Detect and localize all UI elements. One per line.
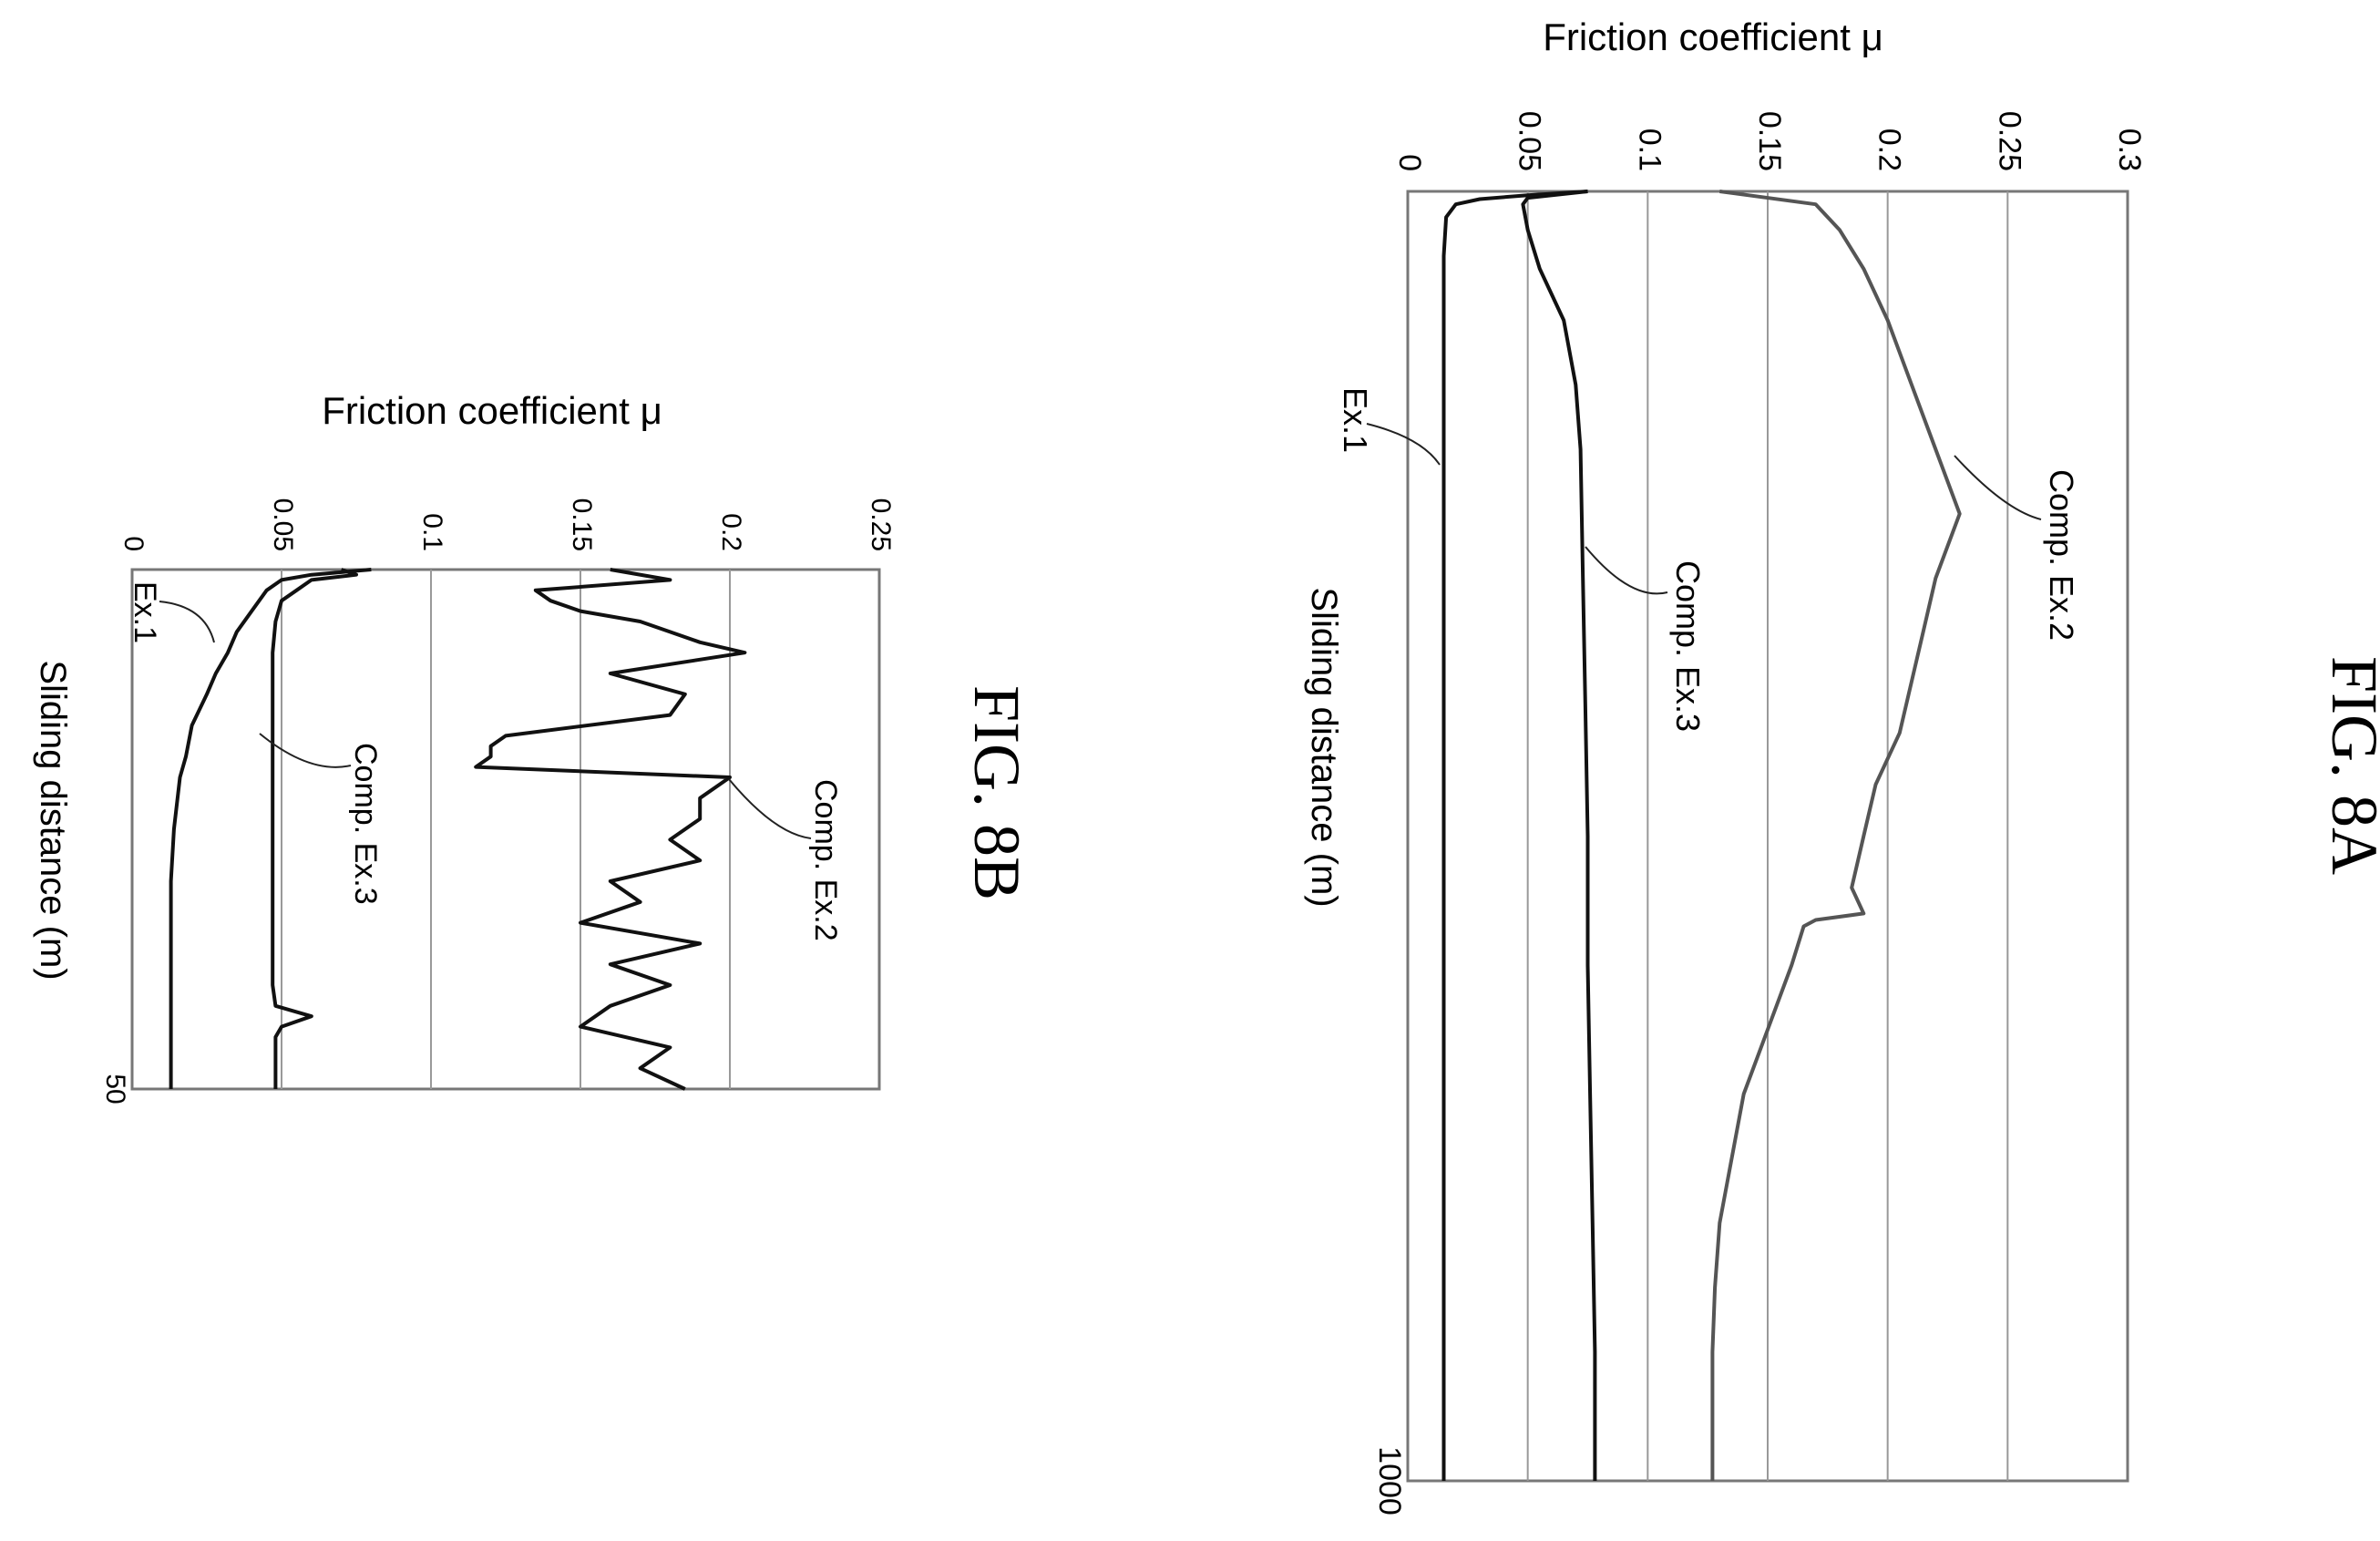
series-line-comp-ex-2 <box>1710 190 1962 1481</box>
y-tick-label: 0.05 <box>1513 111 1547 171</box>
x-tick-label: 1000 <box>1372 1446 1407 1515</box>
annotations-8b: Comp. Ex.2 Comp. Ex.3 Ex.1 <box>128 581 843 941</box>
annotation-leader <box>159 601 215 643</box>
annotations-8a: Comp. Ex.2 Comp. Ex.3 Ex.1 <box>1337 387 2080 732</box>
series-line-ex-1 <box>169 568 372 1089</box>
annotation-label: Comp. Ex.3 <box>348 743 383 905</box>
series-line-ex-1 <box>1441 190 1588 1481</box>
y-tick-label: 0.2 <box>1872 128 1907 171</box>
plot-area-8b <box>130 568 881 1091</box>
x-ticks-8b: 50 <box>100 1074 130 1104</box>
series-line-comp-ex-3 <box>271 568 358 1089</box>
x-axis-label-8a: Sliding distance (m) <box>1304 587 1344 907</box>
y-tick-label: 0.1 <box>1632 128 1667 171</box>
annotation-leader <box>1585 546 1668 595</box>
y-tick-label: 0 <box>118 536 149 551</box>
annotation-label: Ex.1 <box>128 581 162 643</box>
chart-fig-8b: 0 0.05 0.1 0.15 0.2 0.25 50 Friction coeffici… <box>33 389 1033 1104</box>
y-axis-label-8b: Friction coefficient μ <box>322 389 662 432</box>
chart-fig-8a: 0 0.05 0.1 0.15 0.2 0.25 0.3 1000 Friction coe… <box>1304 15 2380 1515</box>
series-group-8b <box>169 568 747 1091</box>
y-tick-label: 0 <box>1392 154 1427 171</box>
y-ticks-8b: 0 0.05 0.1 0.15 0.2 0.25 <box>118 498 896 551</box>
annotation-leader <box>259 733 352 768</box>
y-tick-label: 0.25 <box>866 498 896 551</box>
series-line-comp-ex-3 <box>1521 190 1597 1481</box>
y-tick-label: 0.15 <box>1752 111 1787 171</box>
y-tick-label: 0.05 <box>268 498 298 551</box>
y-axis-label-8a: Friction coefficient μ <box>1543 15 1883 58</box>
annotation-label: Ex.1 <box>1337 387 1374 453</box>
y-ticks-8a: 0 0.05 0.1 0.15 0.2 0.25 0.3 <box>1392 111 2147 171</box>
figure-label-8a: FIG. 8A <box>2318 656 2380 875</box>
y-tick-label: 0.15 <box>567 498 597 551</box>
annotation-label: Comp. Ex.3 <box>1669 560 1707 732</box>
figure-label-8b: FIG. 8B <box>960 685 1033 900</box>
annotation-leader <box>1366 423 1441 466</box>
x-ticks-8a: 1000 <box>1372 1446 1407 1515</box>
annotation-leader <box>1954 455 2042 520</box>
annotation-label: Comp. Ex.2 <box>2043 469 2080 641</box>
y-tick-label: 0.3 <box>2112 128 2147 171</box>
x-axis-label-8b: Sliding distance (m) <box>33 660 73 980</box>
annotation-leader <box>728 778 812 839</box>
annotation-label: Comp. Ex.2 <box>808 779 843 941</box>
series-line-comp-ex-2 <box>474 568 747 1091</box>
gridlines-8a <box>1526 191 2009 1481</box>
y-tick-label: 0.25 <box>1992 111 2026 171</box>
x-tick-label: 50 <box>100 1074 130 1104</box>
y-tick-label: 0.1 <box>417 513 447 551</box>
series-group-8a <box>1441 190 1962 1481</box>
y-tick-label: 0.2 <box>716 513 746 551</box>
